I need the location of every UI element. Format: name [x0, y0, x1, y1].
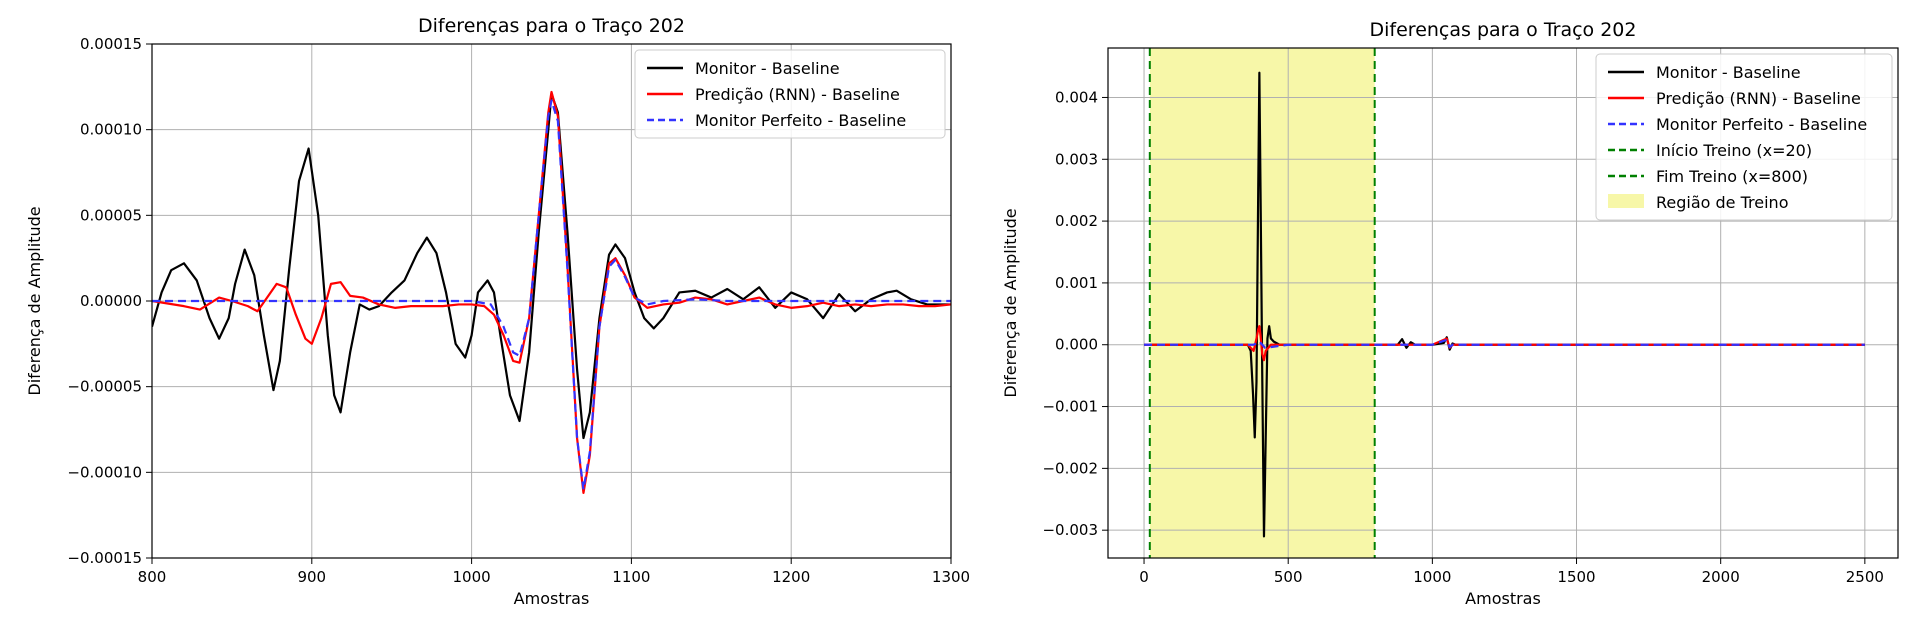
y-tick-label: 0.001: [1055, 274, 1098, 292]
legend-entry-label: Monitor - Baseline: [695, 59, 840, 78]
y-tick-label: −0.00015: [67, 549, 142, 567]
series-line-predicao-rnn: [1144, 325, 1865, 362]
y-tick-label: 0.00005: [80, 206, 142, 224]
y-tick-label: 0.002: [1055, 212, 1098, 230]
y-tick-label: −0.00010: [67, 463, 142, 481]
legend: Monitor - Baseline Predição (RNN) - Basel…: [1595, 53, 1893, 221]
series-line-predicao-rnn: [152, 90, 951, 494]
legend-swatch-patch: [1608, 194, 1644, 208]
y-tick-label: 0.00010: [80, 121, 142, 139]
legend-entry-label: Monitor Perfeito - Baseline: [695, 111, 906, 130]
x-tick-label: 1300: [932, 568, 970, 586]
chart-left: 800 900 1000 1100 1200 1300 0.00015 0.00010 0.00…: [25, 15, 970, 608]
legend: Monitor - Baseline Predição (RNN) - Basel…: [634, 49, 946, 139]
y-tick-label: −0.00005: [67, 378, 142, 396]
y-tick-label: −0.001: [1042, 398, 1098, 416]
legend-entry-label: Monitor Perfeito - Baseline: [1656, 115, 1867, 134]
chart-right-title: Diferenças para o Traço 202: [1370, 19, 1637, 41]
x-tick-label: 800: [138, 568, 167, 586]
legend-entry-label: Predição (RNN) - Baseline: [1656, 89, 1861, 108]
series-line-monitor-perfeito: [152, 99, 951, 491]
legend-entry-label: Monitor - Baseline: [1656, 63, 1801, 82]
legend-entry-label: Predição (RNN) - Baseline: [695, 85, 900, 104]
legend-box: [1595, 53, 1893, 221]
x-tick-label: 1100: [612, 568, 650, 586]
y-tick-label: 0.00015: [80, 35, 142, 53]
y-tick-label: 0.000: [1055, 336, 1098, 354]
series-line-monitor: [152, 92, 951, 440]
chart-right-ylabel: Diferença de Amplitude: [1001, 208, 1020, 397]
chart-left-xlabel: Amostras: [514, 589, 590, 608]
y-tick-label: 0.003: [1055, 150, 1098, 168]
axes-frame: [1107, 47, 1899, 559]
chart-right: 0 500 1000 1500 2000 2500 0.004 0.003 0.002 0.001…: [1001, 19, 1899, 608]
x-tick-label: 0: [1139, 568, 1149, 586]
legend-entry-label: Início Treino (x=20): [1656, 141, 1812, 160]
series-line-monitor-perfeito: [1144, 338, 1865, 349]
legend-box: [634, 49, 946, 139]
y-tick-label: −0.002: [1042, 459, 1098, 477]
plot-area: 800 900 1000 1100 1200 1300 0.00015 0.00010 0.00…: [67, 35, 970, 586]
x-tick-label: 500: [1274, 568, 1303, 586]
x-tick-label: 1000: [453, 568, 491, 586]
x-tick-label: 1500: [1557, 568, 1595, 586]
chart-right-xlabel: Amostras: [1465, 589, 1541, 608]
y-tick-label: 0.004: [1055, 88, 1098, 106]
legend-entry-label: Fim Treino (x=800): [1656, 167, 1808, 186]
chart-left-title: Diferenças para o Traço 202: [418, 15, 685, 37]
y-tick-label: 0.00000: [80, 292, 142, 310]
x-tick-label: 900: [297, 568, 326, 586]
x-tick-label: 2000: [1702, 568, 1740, 586]
y-tick-label: −0.003: [1042, 521, 1098, 539]
x-tick-label: 1000: [1413, 568, 1451, 586]
x-tick-label: 1200: [772, 568, 810, 586]
x-tick-label: 2500: [1846, 568, 1884, 586]
chart-left-ylabel: Diferença de Amplitude: [25, 206, 44, 395]
plot-area: 0 500 1000 1500 2000 2500 0.004 0.003 0.002 0.001…: [1042, 47, 1899, 586]
legend-entry-label: Região de Treino: [1656, 193, 1788, 212]
